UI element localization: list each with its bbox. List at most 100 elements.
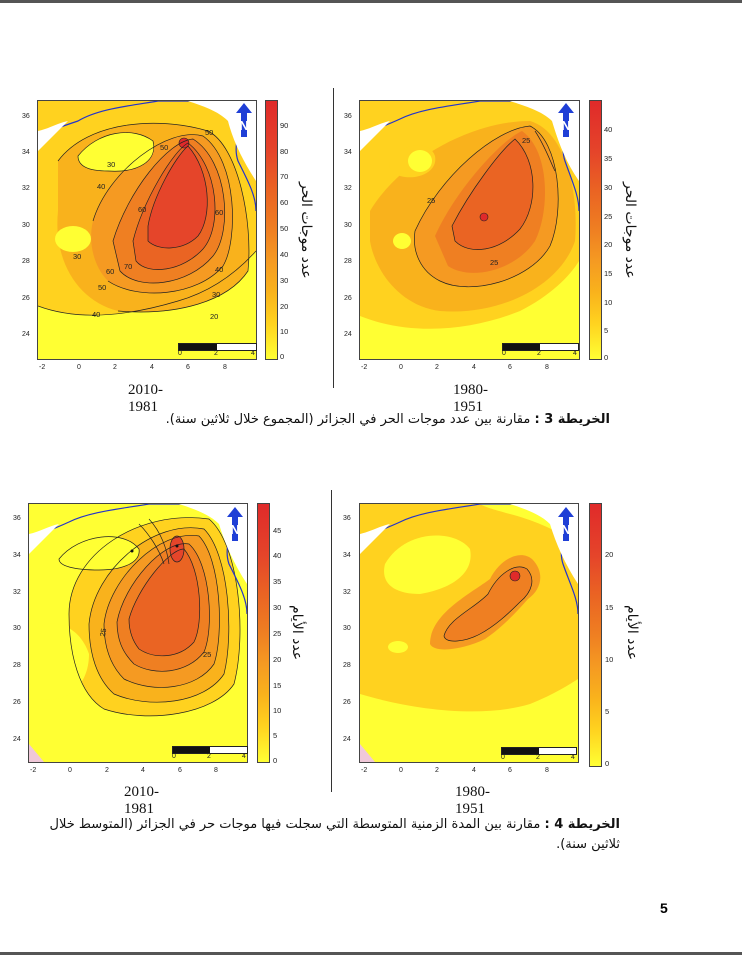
scale-tick: 4 xyxy=(242,753,246,760)
page-number: 5 xyxy=(660,900,668,916)
lon-tick: 0 xyxy=(399,364,403,371)
lon-tick: 4 xyxy=(141,767,145,774)
north-arrow-icon: N xyxy=(235,103,253,137)
lat-tick: 24 xyxy=(344,331,352,338)
caption-text: مقارنة بين عدد موجات الحر في الجزائر (ال… xyxy=(165,412,531,427)
lon-tick: -2 xyxy=(361,364,368,371)
contour-label: 25 xyxy=(98,627,109,638)
lon-tick: 2 xyxy=(113,364,117,371)
colorbar xyxy=(589,503,602,767)
contour-label: 60 xyxy=(215,208,224,217)
colorbar-tick: 30 xyxy=(280,276,289,285)
contour-label: 30 xyxy=(212,290,221,299)
lat-tick: 34 xyxy=(343,552,351,559)
lon-tick: -2 xyxy=(361,767,368,774)
colorbar-tick: 30 xyxy=(604,183,613,192)
scale-bar xyxy=(178,343,257,351)
lat-tick: 24 xyxy=(13,736,21,743)
lat-tick: 36 xyxy=(344,113,352,120)
colorbar-tick: 60 xyxy=(280,198,289,207)
lon-tick: 0 xyxy=(399,767,403,774)
lon-tick: 0 xyxy=(68,767,72,774)
north-label: N xyxy=(561,522,570,537)
caption-title: الخريطة 3 : xyxy=(534,412,610,427)
colorbar-title: عدد الأيام xyxy=(289,605,305,661)
contour-label: 40 xyxy=(215,265,224,274)
lon-tick: 8 xyxy=(223,364,227,371)
scale-tick: 2 xyxy=(207,753,211,760)
colorbar-tick: 70 xyxy=(280,172,289,181)
colorbar-title: عدد موجات الحر xyxy=(298,182,314,279)
lat-tick: 30 xyxy=(343,625,351,632)
scale-tick: 2 xyxy=(537,350,541,357)
lon-tick: -2 xyxy=(30,767,37,774)
colorbar-tick: 40 xyxy=(273,551,282,560)
north-label: N xyxy=(239,118,248,133)
lat-tick: 28 xyxy=(343,662,351,669)
scale-tick: 4 xyxy=(251,350,255,357)
contour-label: 50 xyxy=(205,128,214,137)
colorbar-tick: 20 xyxy=(273,655,282,664)
colorbar-tick: 35 xyxy=(273,577,282,586)
lat-tick: 24 xyxy=(343,736,351,743)
contour-label: 30 xyxy=(73,252,82,261)
lat-tick: 36 xyxy=(343,515,351,522)
lon-tick: 6 xyxy=(508,767,512,774)
contour-label: 60 xyxy=(106,267,115,276)
colorbar xyxy=(265,100,278,360)
colorbar-tick: 25 xyxy=(273,629,282,638)
colorbar-tick: 10 xyxy=(280,327,289,336)
lat-tick: 36 xyxy=(22,113,30,120)
lat-tick: 36 xyxy=(13,515,21,522)
scale-tick: 4 xyxy=(571,754,575,761)
contour-label: 50 xyxy=(98,283,107,292)
colorbar xyxy=(589,100,602,360)
colorbar-tick: 30 xyxy=(273,603,282,612)
top-rule xyxy=(0,0,742,3)
lon-tick: 6 xyxy=(178,767,182,774)
lat-tick: 26 xyxy=(343,699,351,706)
colorbar-tick: 0 xyxy=(605,759,610,768)
scale-tick: 0 xyxy=(501,754,505,761)
colorbar-tick: 10 xyxy=(605,655,614,664)
contour-label: 70 xyxy=(124,262,133,271)
map4-right-contour-map xyxy=(359,503,579,763)
lat-tick: 32 xyxy=(22,185,30,192)
colorbar-tick: 5 xyxy=(604,326,609,335)
period-label: 2010-1981 xyxy=(128,382,163,415)
colorbar xyxy=(257,503,270,763)
lon-tick: 6 xyxy=(186,364,190,371)
north-label: N xyxy=(561,118,570,133)
lon-tick: 8 xyxy=(545,364,549,371)
contour-label: 25 xyxy=(427,196,436,205)
colorbar-tick: 35 xyxy=(604,154,613,163)
lon-tick: 4 xyxy=(472,364,476,371)
colorbar-tick: 0 xyxy=(280,352,285,361)
period-label: 1980-1951 xyxy=(455,784,490,817)
map3-caption: الخريطة 3 : مقارنة بين عدد موجات الحر في… xyxy=(30,412,610,427)
scale-bar xyxy=(501,747,577,755)
period-label: 2010-1981 xyxy=(124,784,159,817)
caption-text: مقارنة بين المدة الزمنية المتوسطة التي س… xyxy=(49,817,620,852)
scale-tick: 2 xyxy=(536,754,540,761)
bottom-rule xyxy=(0,952,742,955)
separator xyxy=(331,490,332,792)
map4-caption: الخريطة 4 : مقارنة بين المدة الزمنية الم… xyxy=(30,815,620,855)
contour-label: 20 xyxy=(210,312,219,321)
colorbar-tick: 20 xyxy=(280,302,289,311)
lat-tick: 34 xyxy=(344,149,352,156)
lat-tick: 26 xyxy=(22,295,30,302)
lon-tick: -2 xyxy=(39,364,46,371)
scale-tick: 0 xyxy=(502,350,506,357)
contour-label: 30 xyxy=(107,160,116,169)
caption-title: الخريطة 4 : xyxy=(544,817,620,832)
lat-tick: 28 xyxy=(13,662,21,669)
colorbar-tick: 50 xyxy=(280,224,289,233)
map3-left-contour-map xyxy=(37,100,257,360)
colorbar-tick: 10 xyxy=(273,706,282,715)
contour-label: 25 xyxy=(203,650,212,659)
lat-tick: 30 xyxy=(22,222,30,229)
colorbar-tick: 0 xyxy=(273,756,278,765)
lat-tick: 28 xyxy=(22,258,30,265)
lat-tick: 32 xyxy=(343,589,351,596)
